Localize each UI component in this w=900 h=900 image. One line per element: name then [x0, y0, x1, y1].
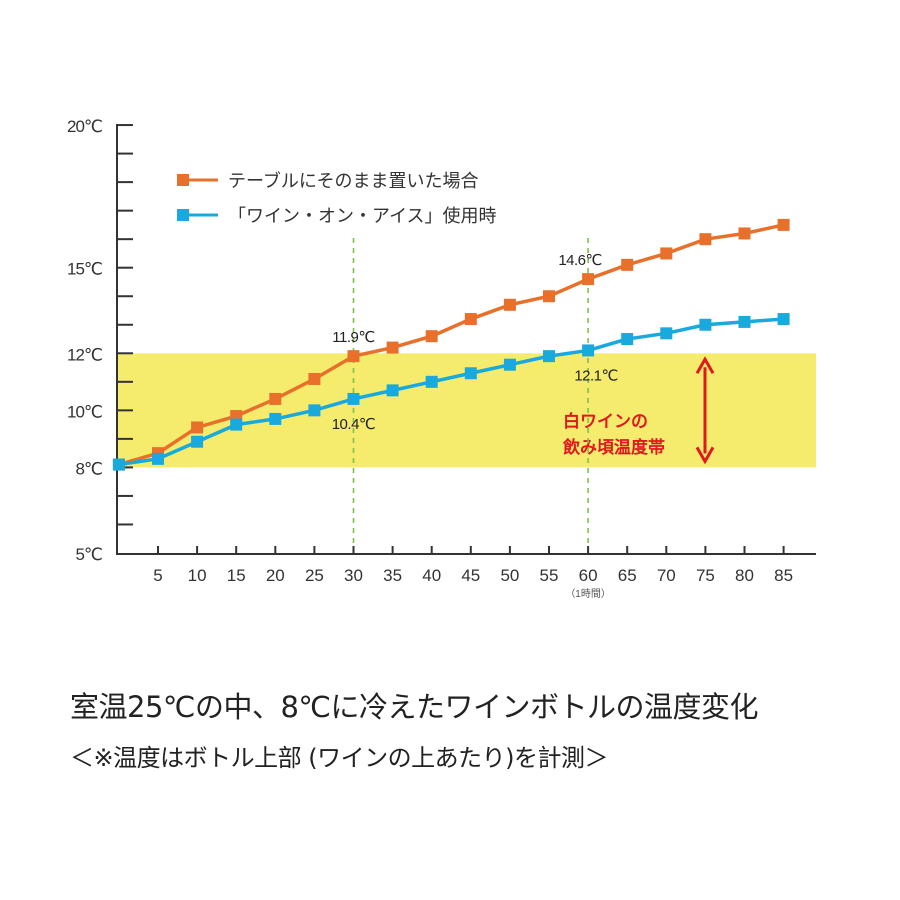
data-point-marker	[308, 372, 321, 385]
data-point-marker	[543, 350, 555, 363]
data-point-marker	[347, 392, 360, 405]
data-point-marker	[582, 344, 595, 357]
data-point-marker	[738, 315, 751, 328]
y-tick-label: 10℃	[67, 402, 102, 421]
legend-label: テーブルにそのまま置いた場合	[228, 170, 479, 191]
data-series	[112, 218, 790, 471]
x-tick-label: 65	[618, 566, 637, 585]
x-tick-label: 45	[461, 566, 480, 585]
value-annotation: 12.1℃	[574, 367, 618, 384]
y-tick-label: 15℃	[67, 260, 102, 279]
x-tick-label: 75	[696, 566, 715, 585]
series-line	[118, 317, 784, 467]
data-point-marker	[699, 318, 712, 331]
x-tick-label: 10	[188, 566, 207, 585]
data-point-marker	[191, 435, 204, 448]
data-point-marker	[191, 421, 204, 434]
data-point-marker	[777, 218, 790, 231]
data-point-marker	[269, 412, 282, 425]
data-point-marker	[777, 313, 790, 326]
x-tick-label: 70	[657, 566, 676, 585]
chart-title: 室温25℃の中、8℃に冷えたワインボトルの温度変化	[70, 690, 759, 724]
data-point-marker	[425, 375, 438, 388]
chart-subtitle: ＜※温度はボトル上部 (ワインの上あたり)を計測＞	[70, 744, 608, 772]
x-tick-label: 80	[735, 566, 754, 585]
value-annotation: 11.9℃	[332, 329, 374, 346]
axes: 20℃ 15℃ 12℃ 10℃ 8℃ 5℃ 5 10 15 20 25 30 35 40 45 50 55 60 6…	[67, 117, 816, 600]
data-point-marker	[347, 350, 360, 363]
data-point-marker	[386, 384, 399, 397]
legend-label: 「ワイン・オン・アイス」使用時	[228, 206, 497, 226]
band-label: 飲み頃温度帯	[562, 437, 665, 457]
data-point-marker	[621, 333, 634, 346]
x-tick-label: 20	[266, 566, 285, 585]
x-tick-label: 5	[153, 566, 162, 585]
data-point-marker	[699, 233, 712, 246]
data-point-marker	[464, 313, 477, 326]
data-point-marker	[386, 341, 399, 354]
data-point-marker	[269, 392, 282, 405]
x-tick-label: 55	[540, 566, 559, 585]
x-tick-label: 40	[422, 566, 441, 585]
x-tick-label: 50	[500, 566, 519, 585]
x-tick-label: 30	[344, 566, 363, 585]
data-point-marker	[230, 418, 243, 431]
x-tick-label: 60	[579, 566, 598, 585]
data-point-marker	[112, 458, 125, 471]
data-point-marker	[308, 404, 321, 417]
x-tick-label: 35	[383, 566, 402, 585]
data-point-marker	[543, 290, 555, 303]
reference-lines	[352, 238, 589, 556]
x-tick-label: 15	[227, 566, 246, 585]
legend-marker	[177, 209, 189, 221]
y-tick-label: 20℃	[67, 117, 102, 136]
series-line	[118, 223, 784, 467]
data-point-marker	[621, 258, 634, 271]
legend-marker	[177, 174, 189, 186]
data-point-marker	[660, 327, 673, 340]
data-point-marker	[464, 367, 477, 380]
x-tick-note: （1時間）	[565, 588, 611, 600]
data-point-marker	[738, 227, 751, 240]
legend: テーブルにそのまま置いた場合「ワイン・オン・アイス」使用時	[177, 170, 497, 226]
annotations: 11.9℃ 10.4℃ 14.6℃ 12.1℃	[332, 252, 619, 433]
y-tick-label: 8℃	[75, 459, 102, 478]
data-point-marker	[425, 330, 438, 343]
x-tick-label: 85	[774, 566, 793, 585]
data-point-marker	[582, 273, 595, 286]
y-tick-label: 5℃	[75, 545, 102, 564]
y-tick-label: 12℃	[67, 345, 102, 364]
x-tick-label: 25	[305, 566, 324, 585]
data-point-marker	[152, 452, 164, 465]
data-point-marker	[503, 298, 516, 311]
value-annotation: 10.4℃	[332, 416, 376, 433]
data-point-marker	[503, 358, 516, 371]
value-annotation: 14.6℃	[558, 252, 602, 269]
data-point-marker	[660, 247, 673, 260]
band-label: 白ワインの	[563, 411, 648, 431]
